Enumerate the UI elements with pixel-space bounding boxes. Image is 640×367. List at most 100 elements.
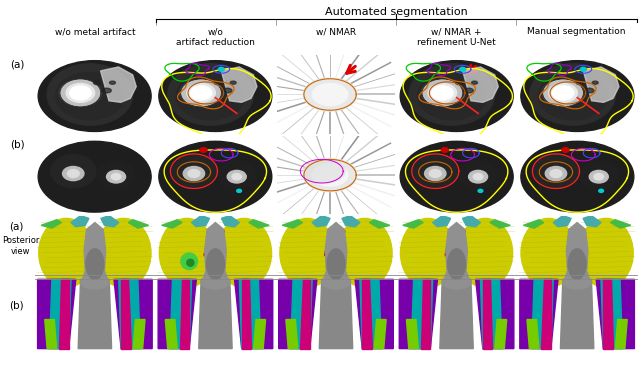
Ellipse shape	[223, 88, 232, 93]
Ellipse shape	[172, 155, 216, 188]
Text: w/o metal artifact: w/o metal artifact	[55, 27, 136, 36]
Circle shape	[111, 174, 121, 180]
Polygon shape	[495, 320, 507, 349]
Polygon shape	[71, 216, 89, 227]
Ellipse shape	[413, 155, 458, 188]
Text: w/ NMAR: w/ NMAR	[316, 27, 356, 36]
Ellipse shape	[322, 275, 350, 289]
Polygon shape	[286, 320, 298, 349]
Polygon shape	[158, 279, 196, 349]
Circle shape	[432, 86, 453, 100]
Polygon shape	[204, 222, 227, 285]
Circle shape	[66, 83, 95, 102]
Ellipse shape	[207, 249, 225, 279]
Circle shape	[61, 80, 99, 105]
Circle shape	[190, 86, 212, 100]
Polygon shape	[399, 279, 438, 349]
Circle shape	[562, 148, 569, 152]
Polygon shape	[583, 216, 601, 227]
Polygon shape	[59, 279, 68, 349]
Polygon shape	[319, 279, 353, 349]
Polygon shape	[433, 216, 451, 227]
Polygon shape	[476, 279, 514, 349]
Ellipse shape	[521, 141, 634, 212]
Ellipse shape	[563, 275, 591, 289]
Ellipse shape	[51, 155, 96, 188]
Circle shape	[237, 189, 241, 192]
Circle shape	[67, 170, 79, 178]
Text: w/ NMAR +
refinement U-Net: w/ NMAR + refinement U-Net	[417, 27, 496, 47]
Circle shape	[70, 86, 91, 100]
Polygon shape	[524, 220, 544, 228]
Circle shape	[193, 87, 209, 98]
Text: (b): (b)	[9, 301, 24, 311]
Polygon shape	[490, 220, 510, 228]
Polygon shape	[191, 216, 209, 227]
Polygon shape	[180, 279, 189, 349]
Ellipse shape	[47, 64, 132, 125]
Ellipse shape	[458, 218, 513, 288]
Circle shape	[428, 83, 457, 102]
Ellipse shape	[81, 275, 109, 289]
Circle shape	[72, 87, 89, 98]
Circle shape	[580, 67, 586, 71]
Polygon shape	[324, 222, 348, 285]
Ellipse shape	[214, 81, 221, 85]
Ellipse shape	[39, 218, 93, 288]
Polygon shape	[278, 279, 317, 349]
Ellipse shape	[472, 81, 477, 84]
Ellipse shape	[533, 155, 579, 188]
Ellipse shape	[176, 72, 245, 120]
Polygon shape	[133, 320, 145, 349]
Polygon shape	[199, 279, 232, 349]
Circle shape	[200, 148, 207, 152]
Circle shape	[555, 87, 572, 98]
Ellipse shape	[181, 253, 198, 270]
Ellipse shape	[400, 61, 513, 131]
Polygon shape	[440, 279, 473, 349]
Polygon shape	[615, 320, 627, 349]
Polygon shape	[114, 279, 152, 349]
Ellipse shape	[456, 81, 463, 85]
Polygon shape	[483, 279, 492, 349]
Ellipse shape	[230, 81, 236, 84]
Polygon shape	[596, 279, 634, 349]
Ellipse shape	[521, 61, 634, 131]
Ellipse shape	[96, 218, 151, 288]
Circle shape	[434, 87, 451, 98]
Polygon shape	[481, 279, 502, 349]
Circle shape	[478, 189, 483, 192]
Ellipse shape	[592, 81, 598, 84]
Ellipse shape	[159, 61, 272, 131]
Text: Posterior
view: Posterior view	[2, 236, 39, 256]
Polygon shape	[601, 279, 623, 349]
Ellipse shape	[216, 218, 271, 288]
Ellipse shape	[312, 83, 348, 105]
Polygon shape	[119, 279, 140, 349]
Text: Manual segmentation: Manual segmentation	[527, 27, 626, 36]
Polygon shape	[463, 67, 499, 102]
Polygon shape	[342, 216, 360, 227]
Circle shape	[424, 80, 461, 105]
Ellipse shape	[464, 88, 474, 93]
Polygon shape	[403, 220, 423, 228]
Circle shape	[182, 80, 220, 105]
Circle shape	[544, 80, 582, 105]
Circle shape	[61, 80, 99, 105]
Circle shape	[106, 170, 125, 183]
Ellipse shape	[159, 141, 272, 212]
Ellipse shape	[538, 72, 607, 120]
Circle shape	[549, 83, 577, 102]
Polygon shape	[165, 320, 177, 349]
Ellipse shape	[401, 218, 456, 288]
Polygon shape	[253, 320, 266, 349]
Polygon shape	[41, 220, 61, 228]
Text: (a): (a)	[9, 222, 23, 232]
Ellipse shape	[93, 81, 100, 85]
Polygon shape	[239, 279, 261, 349]
Circle shape	[599, 189, 604, 192]
Polygon shape	[128, 220, 148, 228]
Ellipse shape	[59, 80, 102, 106]
Polygon shape	[362, 279, 372, 349]
Circle shape	[182, 80, 220, 105]
